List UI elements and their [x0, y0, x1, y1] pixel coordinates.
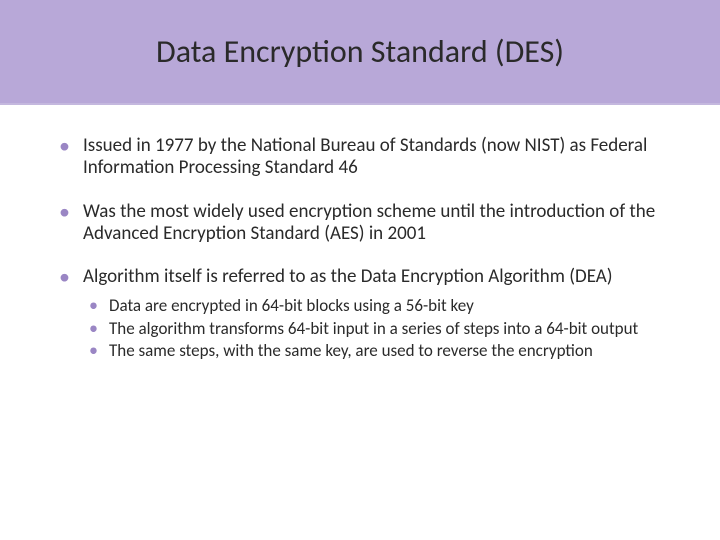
sub-list-item: The same steps, with the same key, are u… — [83, 341, 665, 361]
list-item: Algorithm itself is referred to as the D… — [55, 266, 665, 361]
sub-bullet-list: Data are encrypted in 64-bit blocks usin… — [83, 296, 665, 361]
bullet-text: Issued in 1977 by the National Bureau of… — [83, 134, 647, 179]
bullet-list: Issued in 1977 by the National Bureau of… — [55, 135, 665, 361]
bullet-text: Algorithm itself is referred to as the D… — [83, 265, 613, 288]
sub-bullet-text: The same steps, with the same key, are u… — [109, 340, 593, 361]
sub-bullet-text: Data are encrypted in 64-bit blocks usin… — [109, 295, 474, 316]
slide-title: Data Encryption Standard (DES) — [156, 32, 564, 71]
list-item: Issued in 1977 by the National Bureau of… — [55, 135, 665, 179]
slide-content: Issued in 1977 by the National Bureau of… — [0, 105, 720, 403]
header-band: Data Encryption Standard (DES) — [0, 0, 720, 105]
sub-list-item: The algorithm transforms 64-bit input in… — [83, 319, 665, 339]
list-item: Was the most widely used encryption sche… — [55, 201, 665, 245]
sub-bullet-text: The algorithm transforms 64-bit input in… — [109, 318, 638, 339]
sub-list-item: Data are encrypted in 64-bit blocks usin… — [83, 296, 665, 316]
bullet-text: Was the most widely used encryption sche… — [83, 200, 655, 245]
